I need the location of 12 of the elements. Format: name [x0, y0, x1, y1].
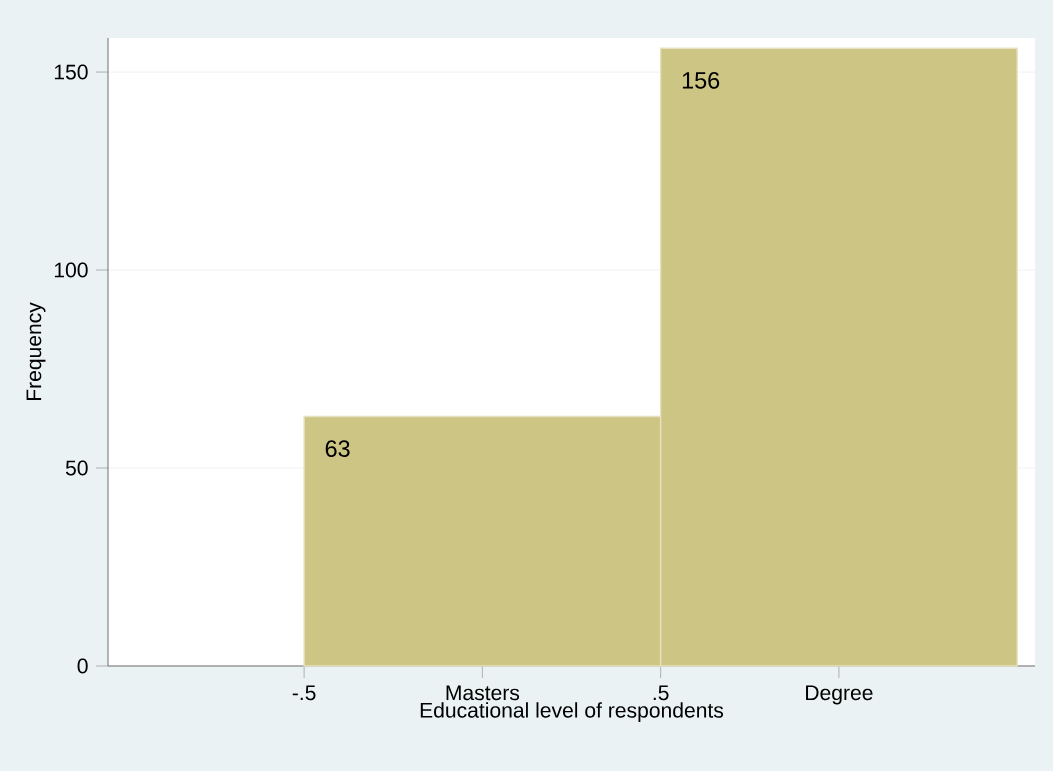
data-label: 156 [682, 72, 720, 89]
x-axis-title: Educational level of respondents [420, 702, 724, 722]
data-label: 63 [325, 440, 350, 457]
x-tick-label: Masters [446, 685, 520, 701]
y-tick-label: 0 [77, 658, 88, 674]
y-tick-label: 150 [54, 64, 88, 80]
y-tick-label: 50 [65, 460, 88, 476]
x-tick-label: .5 [653, 685, 669, 701]
x-tick-label: Degree [806, 685, 873, 705]
y-axis-title: Frequency [26, 302, 46, 401]
y-tick-label: 100 [54, 262, 88, 278]
x-tick-label: -.5 [292, 685, 316, 701]
